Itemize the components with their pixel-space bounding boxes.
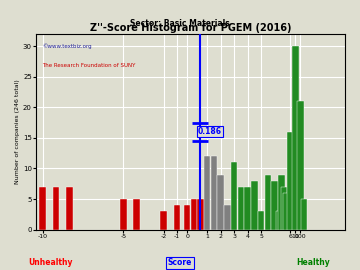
Bar [40, 187, 46, 230]
Bar [134, 199, 140, 230]
Bar [271, 181, 278, 230]
Bar [287, 132, 294, 230]
Bar [197, 199, 204, 230]
Y-axis label: Number of companies (246 total): Number of companies (246 total) [15, 79, 20, 184]
Text: Score: Score [168, 258, 192, 267]
Bar [244, 187, 251, 230]
Text: Sector: Basic Materials: Sector: Basic Materials [130, 19, 230, 28]
Text: 0.186: 0.186 [198, 127, 222, 136]
Title: Z''-Score Histogram for PGEM (2016): Z''-Score Histogram for PGEM (2016) [90, 23, 291, 33]
Bar [174, 205, 180, 229]
Text: Unhealthy: Unhealthy [28, 258, 73, 267]
Bar [281, 187, 287, 230]
Bar [184, 205, 190, 229]
Bar [204, 156, 211, 230]
Bar [301, 199, 307, 230]
Bar [53, 187, 59, 230]
Bar [297, 101, 304, 230]
Bar [217, 175, 224, 230]
Bar [276, 211, 282, 229]
Bar [258, 211, 264, 229]
Bar [265, 175, 271, 230]
Text: Healthy: Healthy [296, 258, 330, 267]
Bar [190, 199, 197, 230]
Bar [283, 193, 290, 230]
Bar [211, 156, 217, 230]
Bar [238, 187, 244, 230]
Bar [251, 181, 257, 230]
Bar [160, 211, 167, 229]
Text: The Research Foundation of SUNY: The Research Foundation of SUNY [42, 63, 135, 68]
Bar [224, 205, 231, 229]
Bar [66, 187, 73, 230]
Bar [120, 199, 126, 230]
Bar [292, 46, 299, 230]
Bar [231, 162, 237, 230]
Bar [278, 175, 285, 230]
Text: ©www.textbiz.org: ©www.textbiz.org [42, 44, 92, 49]
